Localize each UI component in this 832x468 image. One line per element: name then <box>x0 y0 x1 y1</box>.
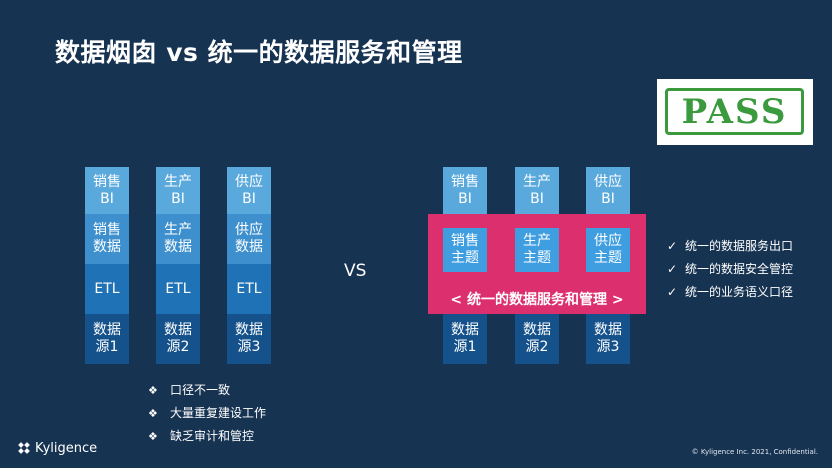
cell-line: BI <box>242 190 256 207</box>
cell-line: 源2 <box>525 339 549 355</box>
benefit-item: ✓ 统一的业务语义口径 <box>667 283 793 300</box>
pass-stamp-image: PASS <box>657 79 813 145</box>
cell-line: 源3 <box>596 339 620 355</box>
pass-stamp-border: PASS <box>665 88 804 135</box>
cell-line: 销售 <box>451 233 479 249</box>
pass-stamp-text: PASS <box>681 91 788 132</box>
cell-line: BI <box>100 190 114 207</box>
cell-line: BI <box>171 190 185 207</box>
left-col2-source: 数据 源2 <box>156 314 200 364</box>
logo-text: Kyligence <box>35 440 98 456</box>
left-col3-data: 供应 数据 <box>227 214 271 264</box>
benefit-text: 统一的数据服务出口 <box>685 239 794 253</box>
left-col3-source: 数据 源3 <box>227 314 271 364</box>
cell-line: 数据 <box>235 322 263 338</box>
diamond-bullet-icon: ❖ <box>148 384 158 397</box>
benefit-item: ✓ 统一的数据安全管控 <box>667 260 793 277</box>
right-col1-subject: 销售 主题 <box>443 228 487 272</box>
cell-line: 数据 <box>164 239 192 255</box>
benefit-text: 统一的业务语义口径 <box>685 285 794 299</box>
check-icon: ✓ <box>667 285 678 299</box>
right-col2-source: 数据 源2 <box>515 314 559 364</box>
cell-line: ETL <box>165 280 191 297</box>
check-icon: ✓ <box>667 262 678 276</box>
cell-line: 源3 <box>237 339 261 355</box>
cell-line: ETL <box>94 280 120 297</box>
left-col1-data: 销售 数据 <box>85 214 129 264</box>
right-col3-source: 数据 源3 <box>586 314 630 364</box>
problem-text: 大量重复建设工作 <box>170 406 267 420</box>
benefit-text: 统一的数据安全管控 <box>685 262 794 276</box>
diamond-bullet-icon: ❖ <box>148 430 158 443</box>
cell-line: 数据 <box>93 322 121 338</box>
cell-line: 供应 <box>594 173 622 190</box>
unified-service-label: < 统一的数据服务和管理 > <box>450 292 624 308</box>
cell-line: 销售 <box>93 173 121 190</box>
cell-line: 销售 <box>93 222 121 238</box>
problem-item: ❖ 大量重复建设工作 <box>148 404 266 421</box>
problem-text: 口径不一致 <box>170 383 231 397</box>
cell-line: 主题 <box>594 250 622 266</box>
left-col3-bi: 供应 BI <box>227 167 271 214</box>
cell-line: 数据 <box>451 322 479 338</box>
right-col3-bi: 供应 BI <box>586 167 630 214</box>
cell-line: 数据 <box>235 239 263 255</box>
cell-line: 供应 <box>235 222 263 238</box>
cell-line: 供应 <box>235 173 263 190</box>
cell-line: BI <box>601 190 615 207</box>
cell-line: 源1 <box>453 339 477 355</box>
left-col2-data: 生产 数据 <box>156 214 200 264</box>
left-col2-bi: 生产 BI <box>156 167 200 214</box>
diamond-bullet-icon: ❖ <box>148 407 158 420</box>
benefit-item: ✓ 统一的数据服务出口 <box>667 237 793 254</box>
vs-label: VS <box>344 261 367 281</box>
cell-line: 主题 <box>523 250 551 266</box>
problem-item: ❖ 缺乏审计和管控 <box>148 427 254 444</box>
left-col3-etl: ETL <box>227 264 271 314</box>
check-icon: ✓ <box>667 239 678 253</box>
page-title: 数据烟囱 vs 统一的数据服务和管理 <box>55 38 463 67</box>
copyright-text: © Kyligence Inc. 2021, Confidential. <box>691 448 818 456</box>
cell-line: 生产 <box>523 233 551 249</box>
cell-line: ETL <box>236 280 262 297</box>
problem-item: ❖ 口径不一致 <box>148 381 230 398</box>
cell-line: 主题 <box>451 250 479 266</box>
cell-line: 数据 <box>594 322 622 338</box>
cell-line: 数据 <box>164 322 192 338</box>
kyligence-logo: Kyligence <box>16 440 97 456</box>
right-col2-subject: 生产 主题 <box>515 228 559 272</box>
cell-line: 数据 <box>523 322 551 338</box>
cell-line: BI <box>458 190 472 207</box>
left-col1-bi: 销售 BI <box>85 167 129 214</box>
right-col3-subject: 供应 主题 <box>586 228 630 272</box>
cell-line: 源1 <box>95 339 119 355</box>
right-col2-bi: 生产 BI <box>515 167 559 214</box>
problem-text: 缺乏审计和管控 <box>170 429 255 443</box>
cell-line: BI <box>530 190 544 207</box>
right-col1-bi: 销售 BI <box>443 167 487 214</box>
kyligence-logo-icon <box>18 442 30 454</box>
right-col1-source: 数据 源1 <box>443 314 487 364</box>
left-col1-etl: ETL <box>85 264 129 314</box>
cell-line: 源2 <box>166 339 190 355</box>
cell-line: 生产 <box>164 173 192 190</box>
cell-line: 销售 <box>451 173 479 190</box>
cell-line: 生产 <box>523 173 551 190</box>
cell-line: 数据 <box>93 239 121 255</box>
left-col2-etl: ETL <box>156 264 200 314</box>
cell-line: 供应 <box>594 233 622 249</box>
cell-line: 生产 <box>164 222 192 238</box>
left-col1-source: 数据 源1 <box>85 314 129 364</box>
